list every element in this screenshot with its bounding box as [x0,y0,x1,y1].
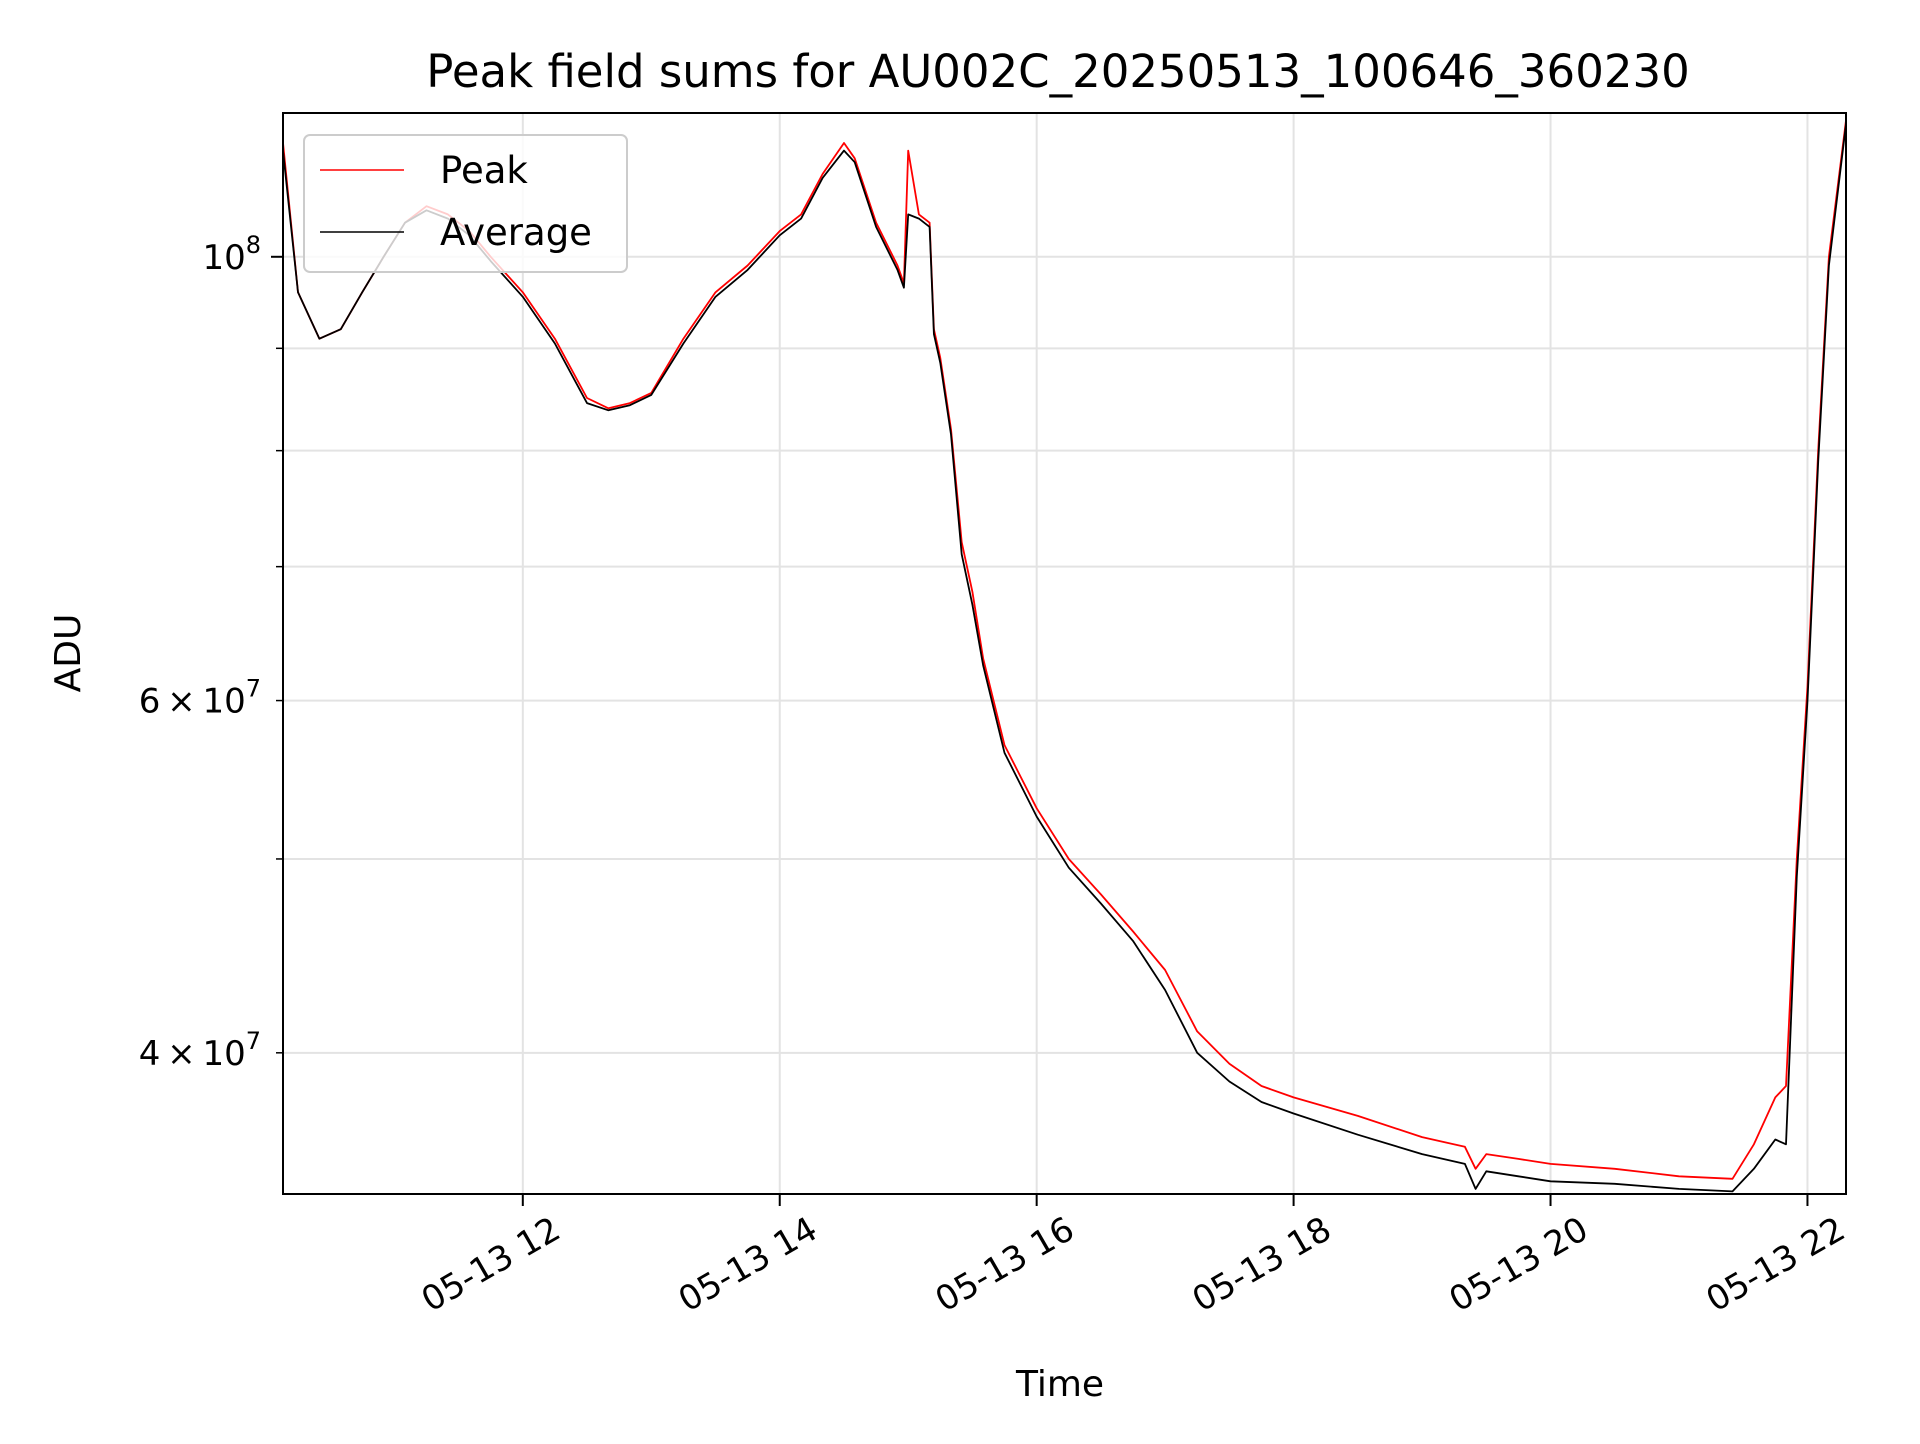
chart-title: Peak field sums for AU002C_20250513_1006… [426,45,1689,98]
x-axis-label: Time [1015,1364,1104,1405]
series-line-average [282,123,1847,1193]
legend: Peak Average [303,134,628,273]
y-tick-label: 4 × 107 [139,1027,261,1074]
plot-series [282,120,1847,1193]
plot-frame [282,112,1847,1195]
y-tick-label: 108 [202,231,261,278]
legend-label-average: Average [440,211,592,254]
legend-label-peak: Peak [440,149,528,192]
y-tick-label: 6 × 107 [139,675,261,722]
y-axis-label: ADU [48,614,89,693]
series-line-peak [282,120,1847,1180]
